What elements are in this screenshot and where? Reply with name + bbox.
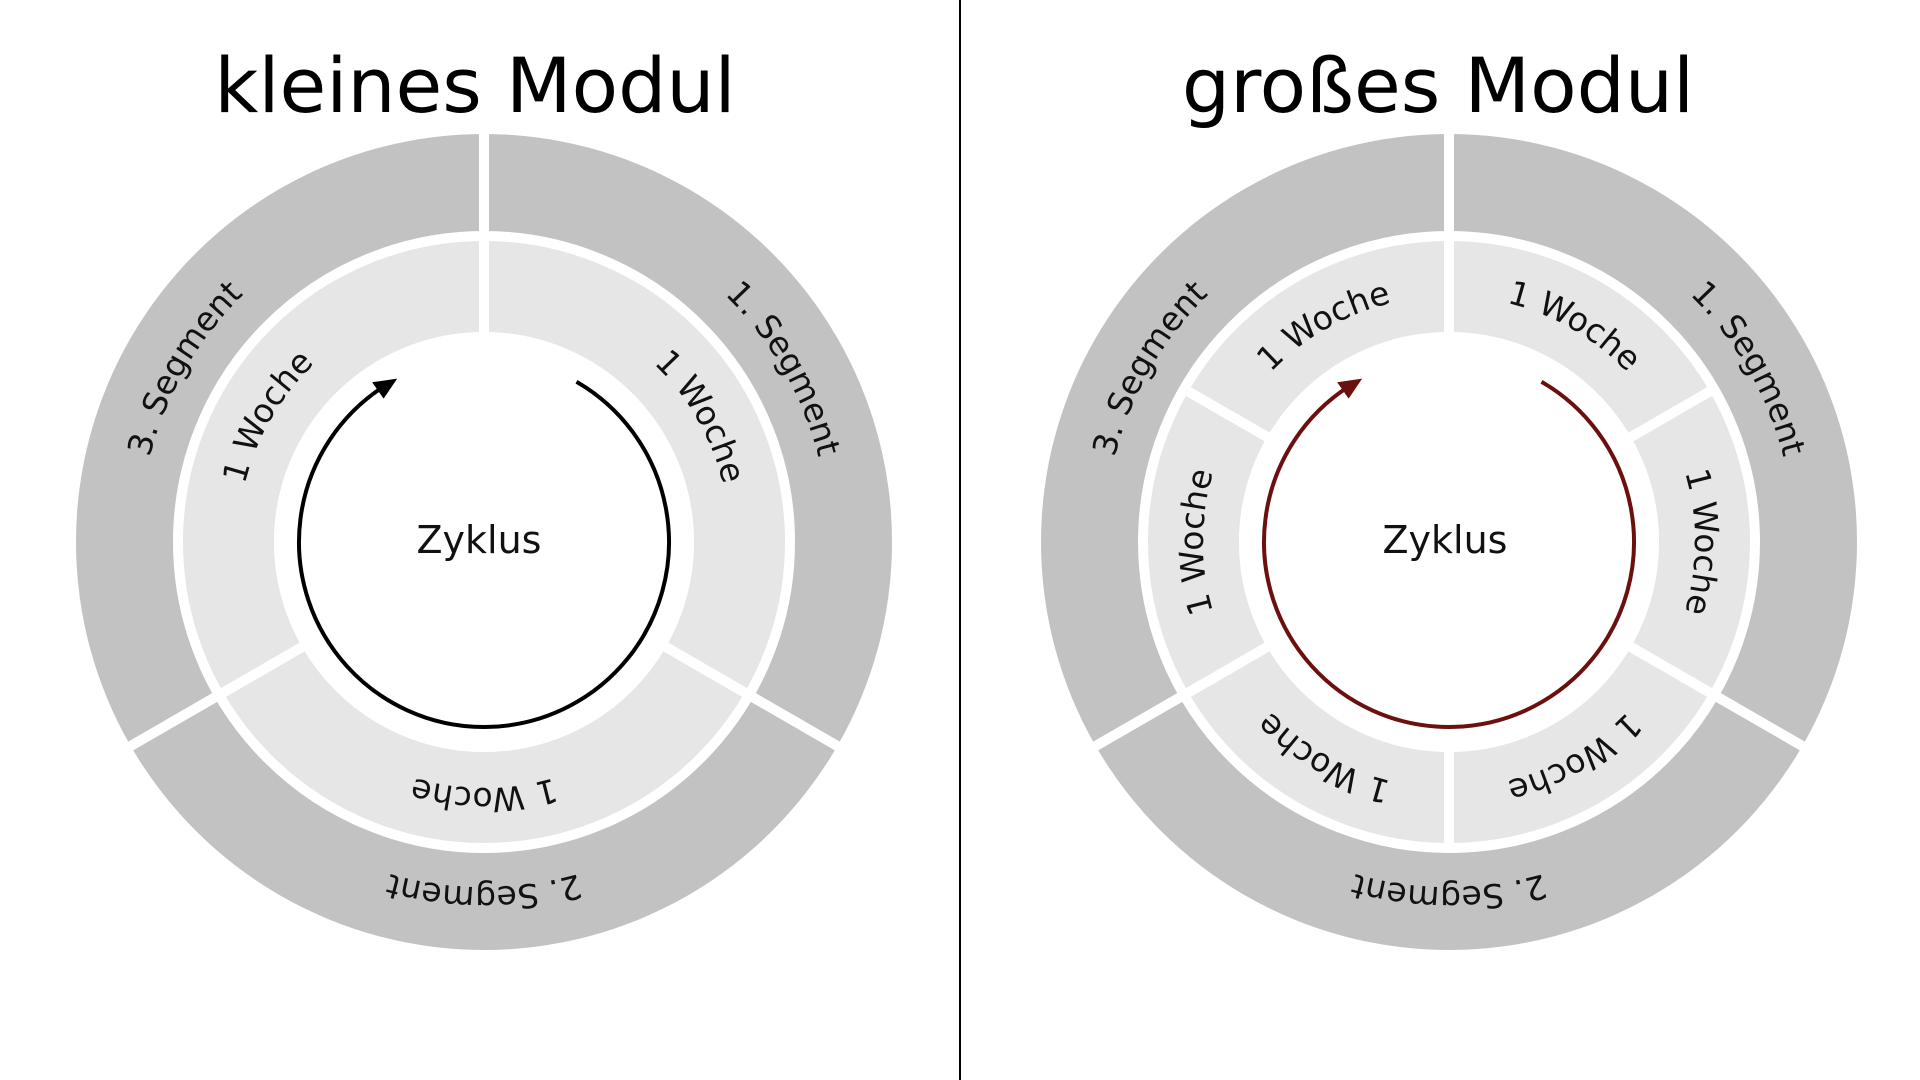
week-sector-1 <box>484 236 790 695</box>
cycle-arrow-head <box>1337 378 1363 399</box>
week-sector-3 <box>1449 647 1715 848</box>
small-module-title: kleines Modul <box>214 41 735 130</box>
inner-divider <box>1628 642 1717 700</box>
inner-divider <box>1181 642 1270 700</box>
inner-divider <box>1181 384 1270 442</box>
outer-divider <box>1711 690 1807 752</box>
week-sector-2 <box>1630 389 1755 695</box>
outer-divider <box>1091 690 1187 752</box>
center-disc <box>274 332 694 752</box>
large-module-cycle-arrow <box>1262 378 1636 729</box>
week-sector-6 <box>1183 236 1449 437</box>
outer-segment-2 <box>130 695 838 950</box>
cycle-arrow-arc <box>297 380 671 729</box>
cycle-arrow-arc <box>1262 380 1636 729</box>
large-module-title: großes Modul <box>1182 41 1694 130</box>
week-sector-2 <box>218 647 750 848</box>
cycle-arrow-head <box>372 378 398 399</box>
week-sector-1 <box>1449 236 1715 437</box>
week-sector-5 <box>1143 389 1268 695</box>
center-disc <box>1239 332 1659 752</box>
outer-segment-2 <box>1095 695 1803 950</box>
inner-divider <box>216 642 305 700</box>
inner-divider <box>1628 384 1717 442</box>
outer-divider <box>746 690 842 752</box>
outer-divider <box>126 690 222 752</box>
small-module-center-label: Zyklus <box>417 518 542 562</box>
large-module-rings <box>1040 132 1857 950</box>
week-sector-4 <box>1183 647 1449 848</box>
small-module-rings <box>75 132 892 950</box>
week-sector-3 <box>178 236 484 695</box>
small-module-cycle-arrow <box>297 378 671 729</box>
inner-divider <box>663 642 752 700</box>
large-module-center-label: Zyklus <box>1383 518 1508 562</box>
